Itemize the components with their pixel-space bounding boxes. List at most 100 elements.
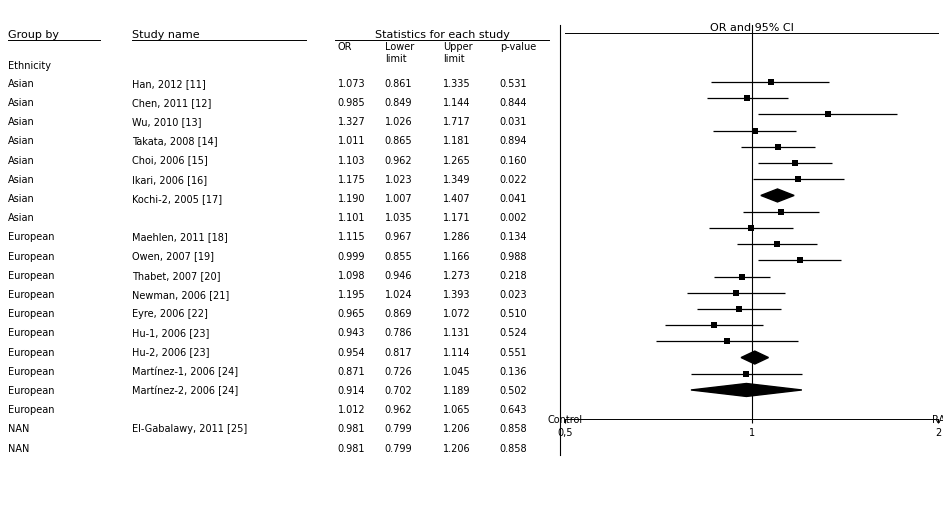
Text: El-Gabalawy, 2011 [25]: El-Gabalawy, 2011 [25] bbox=[132, 424, 247, 434]
Polygon shape bbox=[741, 351, 769, 364]
Text: Lower: Lower bbox=[385, 42, 414, 53]
Text: 0.981: 0.981 bbox=[338, 443, 365, 453]
Text: OR: OR bbox=[338, 42, 352, 53]
Text: 0.786: 0.786 bbox=[385, 328, 412, 338]
Text: 1.189: 1.189 bbox=[443, 386, 471, 396]
Text: 0.858: 0.858 bbox=[500, 443, 527, 453]
Text: 1.286: 1.286 bbox=[443, 232, 471, 242]
Text: 1.035: 1.035 bbox=[385, 213, 412, 223]
Text: p-value: p-value bbox=[500, 42, 536, 53]
Text: Martínez-2, 2006 [24]: Martínez-2, 2006 [24] bbox=[132, 386, 239, 396]
Text: 0.981: 0.981 bbox=[338, 424, 365, 434]
Text: Asian: Asian bbox=[8, 117, 34, 127]
Text: 0.999: 0.999 bbox=[338, 251, 365, 262]
Text: 1.072: 1.072 bbox=[443, 309, 471, 319]
Text: 1.190: 1.190 bbox=[338, 194, 365, 204]
Text: 1.011: 1.011 bbox=[338, 136, 365, 146]
Text: 0.799: 0.799 bbox=[385, 424, 412, 434]
Text: 1.045: 1.045 bbox=[443, 367, 471, 377]
Text: 0.894: 0.894 bbox=[500, 136, 527, 146]
Text: European: European bbox=[8, 328, 54, 338]
Text: 1.206: 1.206 bbox=[443, 443, 471, 453]
Text: limit: limit bbox=[385, 54, 406, 64]
Text: 0.041: 0.041 bbox=[500, 194, 527, 204]
Text: 1.175: 1.175 bbox=[338, 175, 365, 185]
Text: 0.861: 0.861 bbox=[385, 79, 412, 89]
Text: 1.007: 1.007 bbox=[385, 194, 412, 204]
Text: 1.393: 1.393 bbox=[443, 290, 471, 300]
Text: 0.914: 0.914 bbox=[338, 386, 365, 396]
Text: 0.817: 0.817 bbox=[385, 347, 412, 358]
Text: 1.166: 1.166 bbox=[443, 251, 471, 262]
Text: Kochi-2, 2005 [17]: Kochi-2, 2005 [17] bbox=[132, 194, 223, 204]
Text: 0.946: 0.946 bbox=[385, 271, 412, 281]
Text: European: European bbox=[8, 367, 54, 377]
Text: Ikari, 2006 [16]: Ikari, 2006 [16] bbox=[132, 175, 207, 185]
Text: Chen, 2011 [12]: Chen, 2011 [12] bbox=[132, 98, 211, 108]
Text: RA: RA bbox=[932, 415, 943, 425]
Text: Hu-2, 2006 [23]: Hu-2, 2006 [23] bbox=[132, 347, 209, 358]
Text: NAN: NAN bbox=[8, 424, 29, 434]
Text: NAN: NAN bbox=[8, 443, 29, 453]
Text: Control: Control bbox=[547, 415, 583, 425]
Text: Newman, 2006 [21]: Newman, 2006 [21] bbox=[132, 290, 229, 300]
Text: 0.702: 0.702 bbox=[385, 386, 412, 396]
Text: 0.871: 0.871 bbox=[338, 367, 365, 377]
Text: Study name: Study name bbox=[132, 30, 200, 40]
Text: 0.985: 0.985 bbox=[338, 98, 365, 108]
Text: Asian: Asian bbox=[8, 213, 34, 223]
Text: 1.327: 1.327 bbox=[338, 117, 365, 127]
Text: 1.171: 1.171 bbox=[443, 213, 471, 223]
Text: 0.799: 0.799 bbox=[385, 443, 412, 453]
Text: OR and 95% CI: OR and 95% CI bbox=[710, 23, 793, 33]
Text: Han, 2012 [11]: Han, 2012 [11] bbox=[132, 79, 206, 89]
Text: Thabet, 2007 [20]: Thabet, 2007 [20] bbox=[132, 271, 221, 281]
Text: 0.643: 0.643 bbox=[500, 405, 527, 415]
Text: 1.073: 1.073 bbox=[338, 79, 365, 89]
Text: 1.335: 1.335 bbox=[443, 79, 471, 89]
Text: Group by: Group by bbox=[8, 30, 58, 40]
Text: 1.012: 1.012 bbox=[338, 405, 365, 415]
Text: 1.098: 1.098 bbox=[338, 271, 365, 281]
Text: 0.524: 0.524 bbox=[500, 328, 527, 338]
Text: 0.726: 0.726 bbox=[385, 367, 412, 377]
Text: 1.131: 1.131 bbox=[443, 328, 471, 338]
Text: Asian: Asian bbox=[8, 175, 34, 185]
Text: 1.273: 1.273 bbox=[443, 271, 471, 281]
Text: limit: limit bbox=[443, 54, 465, 64]
Text: 0.134: 0.134 bbox=[500, 232, 527, 242]
Text: 1.101: 1.101 bbox=[338, 213, 365, 223]
Text: 0.002: 0.002 bbox=[500, 213, 527, 223]
Text: 0.022: 0.022 bbox=[500, 175, 527, 185]
Text: Statistics for each study: Statistics for each study bbox=[374, 30, 510, 40]
Text: 0.218: 0.218 bbox=[500, 271, 527, 281]
Text: 0.844: 0.844 bbox=[500, 98, 527, 108]
Text: European: European bbox=[8, 251, 54, 262]
Polygon shape bbox=[691, 383, 802, 396]
Text: 0.160: 0.160 bbox=[500, 156, 527, 166]
Text: Choi, 2006 [15]: Choi, 2006 [15] bbox=[132, 156, 207, 166]
Text: 1.181: 1.181 bbox=[443, 136, 471, 146]
Text: 1.349: 1.349 bbox=[443, 175, 471, 185]
Text: 1.065: 1.065 bbox=[443, 405, 471, 415]
Text: European: European bbox=[8, 386, 54, 396]
Text: 0.031: 0.031 bbox=[500, 117, 527, 127]
Text: 0.858: 0.858 bbox=[500, 424, 527, 434]
Text: 1.717: 1.717 bbox=[443, 117, 471, 127]
Text: Asian: Asian bbox=[8, 136, 34, 146]
Text: 0.551: 0.551 bbox=[500, 347, 527, 358]
Text: Martínez-1, 2006 [24]: Martínez-1, 2006 [24] bbox=[132, 367, 239, 377]
Text: 0.849: 0.849 bbox=[385, 98, 412, 108]
Text: 0.962: 0.962 bbox=[385, 405, 412, 415]
Text: 1.195: 1.195 bbox=[338, 290, 365, 300]
Text: 0.136: 0.136 bbox=[500, 367, 527, 377]
Text: 0.967: 0.967 bbox=[385, 232, 412, 242]
Text: 1.026: 1.026 bbox=[385, 117, 412, 127]
Text: 0.869: 0.869 bbox=[385, 309, 412, 319]
Text: Asian: Asian bbox=[8, 98, 34, 108]
Text: 0.954: 0.954 bbox=[338, 347, 365, 358]
Text: 0.023: 0.023 bbox=[500, 290, 527, 300]
Text: 1.265: 1.265 bbox=[443, 156, 471, 166]
Text: European: European bbox=[8, 405, 54, 415]
Text: European: European bbox=[8, 232, 54, 242]
